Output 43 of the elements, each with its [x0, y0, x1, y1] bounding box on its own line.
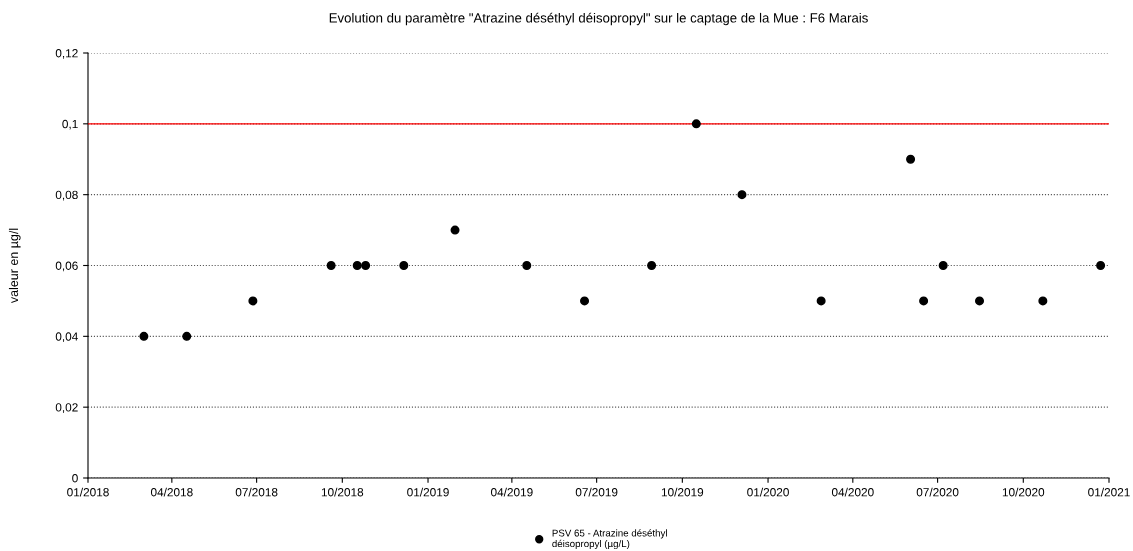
- x-tick-label: 04/2020: [831, 487, 874, 497]
- y-tick-label: 0,02: [55, 403, 78, 413]
- x-tick-label: 04/2019: [490, 487, 533, 497]
- point: [182, 331, 192, 341]
- point: [522, 261, 532, 270]
- x-tick-label: 07/2019: [575, 487, 618, 497]
- x-tick-label: 10/2020: [1002, 487, 1045, 497]
- point: [1038, 296, 1048, 306]
- point: [737, 190, 747, 200]
- x-tick-label: 04/2018: [150, 487, 193, 497]
- x-tick-label: 07/2020: [916, 487, 959, 497]
- point: [647, 261, 657, 270]
- point: [248, 296, 258, 306]
- point: [1096, 261, 1106, 270]
- legend-label: PSV 65 - Atrazine déséthyl déisopropyl (µg/L): [552, 529, 667, 550]
- chart-title: Evolution du paramètre "Atrazine déséthyl déisopropyl" sur le captage de la Mue : F6 Marais: [329, 12, 868, 26]
- point: [919, 296, 929, 306]
- x-tick-label: 01/2021: [1088, 487, 1130, 497]
- x-tick-label: 07/2018: [235, 487, 278, 497]
- point: [938, 261, 948, 270]
- point: [906, 154, 916, 164]
- y-tick-label: 0,06: [55, 261, 78, 272]
- point: [139, 331, 149, 341]
- x-tick-label: 10/2018: [321, 487, 364, 497]
- y-tick-label: 0,1: [62, 119, 78, 130]
- y-axis-title: valeur en µg/l: [8, 228, 21, 304]
- point: [326, 261, 336, 270]
- x-tick-label: 10/2019: [661, 487, 704, 497]
- x-tick-label: 01/2020: [747, 487, 789, 497]
- x-tick-label: 01/2018: [67, 487, 109, 497]
- point: [580, 296, 590, 306]
- point: [352, 261, 362, 270]
- y-tick-label: 0,08: [55, 190, 78, 201]
- point: [816, 296, 826, 306]
- point: [450, 225, 460, 235]
- y-tick-label: 0: [72, 474, 78, 483]
- point: [975, 296, 985, 306]
- y-tick-label: 0,12: [55, 49, 78, 59]
- point: [361, 261, 371, 270]
- x-tick-label: 01/2019: [407, 487, 449, 497]
- y-tick-label: 0,04: [55, 332, 78, 343]
- point: [399, 261, 409, 270]
- point: [691, 119, 701, 129]
